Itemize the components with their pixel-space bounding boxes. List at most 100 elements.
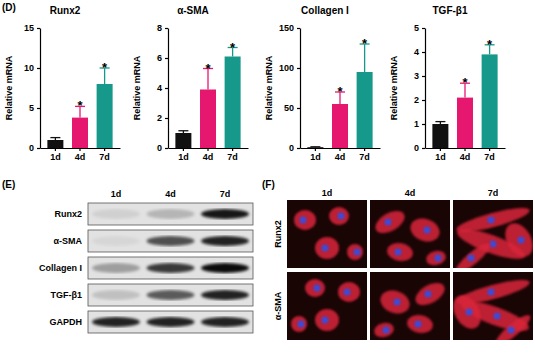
tick: 3 [414,71,425,81]
cell [407,215,443,246]
tick-label: 8 [157,23,162,33]
tick-mark [37,148,40,149]
column-label: 4d [405,188,416,198]
tick-label: 4d [335,152,346,162]
annotation: * [102,60,108,75]
tick-mark [422,76,425,77]
tick: 0 [289,143,300,153]
nucleus [314,285,321,292]
blot-band [147,209,195,219]
tick: 7d [227,148,238,162]
blot-band [92,209,140,219]
nucleus [425,291,432,298]
axis-line [40,29,41,149]
micrograph-background [287,200,367,268]
cell [291,316,307,332]
tick: 8 [157,23,168,33]
blot-strip [88,230,253,252]
blot-strip [88,284,253,306]
panel-label: (E) [2,179,15,190]
tick-mark [79,148,80,151]
tick-mark [422,28,425,29]
cell [338,282,360,302]
nucleus [435,255,442,262]
cell [329,207,349,225]
tick-mark [297,68,300,69]
blot-strip [88,257,253,279]
bar [432,124,448,148]
row-label: TGF-β1 [51,290,83,300]
micrograph [453,272,533,340]
x-axis: 1d4d7d [426,148,506,162]
tick: 0 [29,143,40,153]
tick-mark [207,148,208,151]
blot-band [147,317,195,327]
tick-label: 2 [414,95,419,105]
error-bar [178,131,188,133]
nucleus [518,237,525,244]
axis-title: Relative mRNA [264,55,274,120]
blot-band [201,209,249,219]
tick-mark [165,118,168,119]
error-cap [178,130,188,131]
bar [457,98,473,148]
nucleus [494,313,501,320]
panel-label: (F) [262,179,275,190]
tick-mark [489,148,490,151]
row-label: Runx2 [54,209,82,219]
tick-label: 15 [24,23,34,33]
micrograph [370,272,450,340]
row-label: Collagen I [39,263,82,273]
tick-label: 1 [414,119,419,129]
row-label: α-SMA [273,291,283,320]
tick: 15 [24,23,40,33]
bar [175,133,191,148]
tick: 0 [157,143,168,153]
tick: 0 [414,143,425,153]
blot-band [92,263,140,273]
bar [72,118,88,148]
tick: 4 [414,47,425,57]
axis-line [425,29,426,149]
blot-band [201,290,249,300]
cell [425,249,448,268]
tick-mark [422,124,425,125]
tick-mark [37,28,40,29]
nucleus [466,309,473,316]
blot-band [92,236,140,246]
blot-band [92,317,140,327]
nucleus [395,249,402,256]
cell [372,206,409,238]
tick-mark [232,148,233,151]
cell [453,239,494,268]
tick: 1 [414,119,425,129]
annotation: * [230,40,236,55]
annotation: * [362,36,368,51]
annotation: * [77,98,83,113]
bar [357,72,373,148]
cell [294,210,316,230]
axis-line [300,29,301,149]
plot-area [307,44,372,148]
tick: 1d [50,148,61,162]
micrograph [370,200,450,268]
tick: 7d [99,148,110,162]
bar [225,57,241,149]
row-label: Runx2 [273,220,283,248]
cell [377,287,413,318]
cell [315,309,339,331]
row-label: α-SMA [53,236,82,246]
nucleus [385,219,392,226]
column-label: 1d [322,188,333,198]
tick-label: 4d [460,152,471,162]
column-label: 7d [488,188,499,198]
nucleus [488,289,495,296]
tick-label: 3 [414,71,419,81]
figure-canvas: (D)(E)(F)0510151d4d7d**Runx2Relative mRN… [0,0,535,353]
tick-mark [165,88,168,89]
tick-mark [55,148,56,151]
cell [373,321,396,340]
chart-title: α-SMA [177,5,209,16]
tick-label: 1d [435,152,446,162]
tick-label: 4 [414,47,419,57]
